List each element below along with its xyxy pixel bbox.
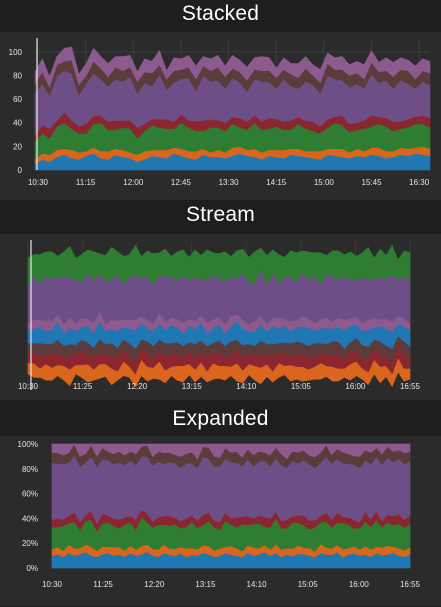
x-tick-label: 12:00 <box>123 178 144 187</box>
x-tick-label: 13:15 <box>195 580 216 589</box>
chart-title-expanded: Expanded <box>0 407 441 431</box>
y-tick-label: 60% <box>22 490 38 499</box>
x-tick-label: 15:05 <box>291 382 312 391</box>
stream-chart: 10:30 11:25 12:20 13:15 14:10 15:05 16:00 16:55 <box>0 234 441 400</box>
y-tick-label: 0% <box>26 564 38 573</box>
y-tick-label: 60 <box>13 95 22 104</box>
x-tick-label: 16:00 <box>345 382 366 391</box>
panel-stream: 10:30 11:25 12:20 13:15 14:10 15:05 16:00 16:55 <box>0 234 441 400</box>
x-tick-label: 15:45 <box>362 178 383 187</box>
x-tick-label: 13:30 <box>219 178 240 187</box>
x-tick-label: 10:30 <box>28 178 49 187</box>
y-tick-label: 20% <box>22 539 38 548</box>
x-tick-label: 14:10 <box>236 382 257 391</box>
chart-title-stacked: Stacked <box>0 2 441 26</box>
x-tick-label: 16:55 <box>400 382 421 391</box>
panel-stacked: 10:30 11:15 12:00 12:45 13:30 14:15 15:00 15:45… <box>0 32 441 200</box>
x-tick-label: 15:00 <box>314 178 335 187</box>
x-tick-label: 16:00 <box>349 580 370 589</box>
x-tick-label: 11:25 <box>93 580 113 589</box>
x-tick-label: 10:30 <box>42 580 63 589</box>
x-tick-label: 10:30 <box>18 382 39 391</box>
y-tick-label: 40% <box>22 514 38 523</box>
x-tick-label: 12:45 <box>171 178 192 187</box>
expanded-chart: 10:30 11:25 12:20 13:15 14:10 15:05 16:00 16:55… <box>0 436 441 606</box>
y-tick-label: 100% <box>18 440 38 449</box>
chart-title-stream: Stream <box>0 203 441 227</box>
x-tick-label: 16:55 <box>400 580 421 589</box>
x-tick-label: 11:15 <box>76 178 96 187</box>
x-tick-label: 14:15 <box>266 178 287 187</box>
y-tick-label: 80 <box>13 71 22 80</box>
y-tick-label: 20 <box>13 142 22 151</box>
y-tick-label: 40 <box>13 119 22 128</box>
y-tick-label: 0 <box>18 166 23 175</box>
x-tick-label: 15:05 <box>298 580 319 589</box>
x-tick-label: 14:10 <box>247 580 268 589</box>
y-tick-label: 100 <box>9 48 23 57</box>
stacked-chart: 10:30 11:15 12:00 12:45 13:30 14:15 15:00 15:45… <box>0 32 441 200</box>
x-tick-label: 16:30 <box>409 178 430 187</box>
x-tick-label: 12:20 <box>144 580 165 589</box>
panel-expanded: 10:30 11:25 12:20 13:15 14:10 15:05 16:00 16:55… <box>0 436 441 606</box>
x-tick-label: 13:15 <box>182 382 203 391</box>
x-tick-label: 12:20 <box>127 382 148 391</box>
y-tick-label: 80% <box>22 465 38 474</box>
x-tick-label: 11:25 <box>73 382 93 391</box>
